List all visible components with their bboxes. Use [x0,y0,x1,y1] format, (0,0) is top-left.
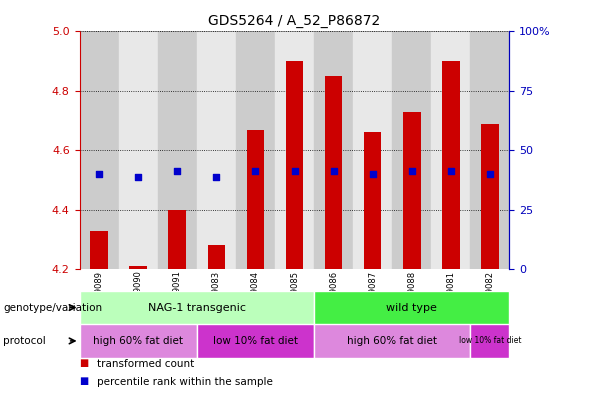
Bar [197,31,236,269]
Text: NAG-1 transgenic: NAG-1 transgenic [148,303,246,312]
Bar [403,112,421,269]
Bar [314,291,509,324]
Bar [236,31,275,269]
Bar [118,31,158,269]
Bar [80,324,197,358]
Text: low 10% fat diet: low 10% fat diet [459,336,521,345]
Bar [197,324,314,358]
Bar [80,291,314,324]
Point [290,168,299,174]
Point [173,168,182,174]
Bar [314,31,353,269]
Bar [90,231,108,269]
Text: high 60% fat diet: high 60% fat diet [348,336,437,346]
Point [368,171,378,177]
Bar [353,31,392,269]
Text: percentile rank within the sample: percentile rank within the sample [97,377,273,387]
Bar [364,132,382,269]
Text: genotype/variation: genotype/variation [3,303,102,312]
Bar [325,76,342,269]
Bar [207,245,225,269]
Text: ■: ■ [80,358,89,368]
Text: high 60% fat diet: high 60% fat diet [93,336,183,346]
Bar [431,31,471,269]
Bar [130,266,147,269]
Point [485,171,495,177]
Point [407,168,416,174]
Bar [442,61,459,269]
Bar [286,61,303,269]
Point [446,168,455,174]
Point [251,168,260,174]
Bar [392,31,431,269]
Point [329,168,338,174]
Bar [471,324,509,358]
Bar [80,31,118,269]
Text: transformed count: transformed count [97,360,194,369]
Bar [471,31,509,269]
Bar [247,130,264,269]
Text: ■: ■ [80,376,89,386]
Bar [314,324,471,358]
Text: protocol: protocol [3,336,46,346]
Point [94,171,104,177]
Point [134,174,143,180]
Bar [481,123,499,269]
Title: GDS5264 / A_52_P86872: GDS5264 / A_52_P86872 [209,14,380,28]
Text: wild type: wild type [386,303,437,312]
Bar [158,31,197,269]
Bar [168,210,186,269]
Bar [275,31,314,269]
Point [211,174,221,180]
Text: low 10% fat diet: low 10% fat diet [213,336,298,346]
